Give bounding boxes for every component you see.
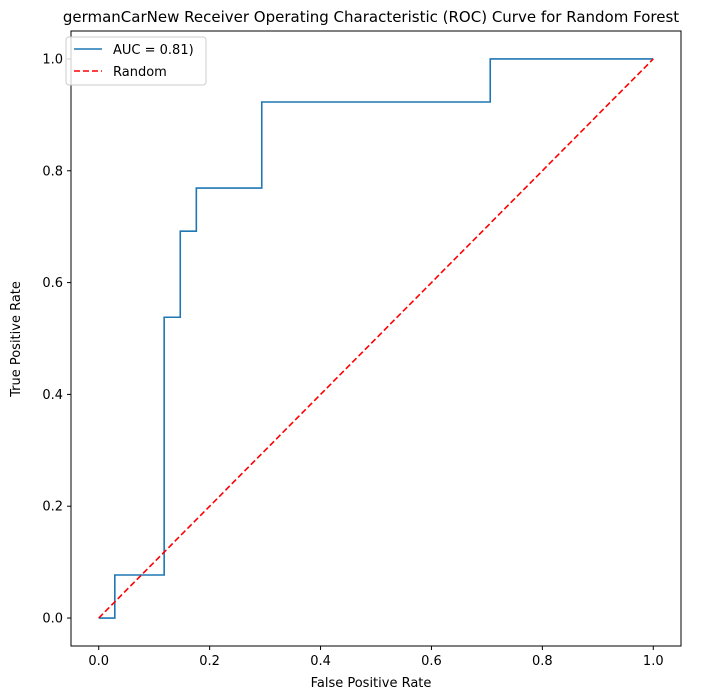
x-tick-label: 1.0: [643, 654, 664, 669]
y-tick-label: 0.8: [42, 164, 63, 179]
roc-curve-line: [98, 58, 654, 619]
x-tick-label: 0.6: [421, 654, 442, 669]
legend: AUC = 0.81) Random: [65, 36, 207, 86]
legend-label-auc: AUC = 0.81): [113, 43, 194, 58]
x-axis-ticks: 0.0 0.2 0.4 0.6 0.8 1.0: [88, 646, 664, 669]
x-tick-label: 0.0: [88, 654, 109, 669]
y-tick-label: 0.4: [42, 388, 63, 403]
y-tick-label: 0.6: [42, 276, 63, 291]
x-tick-label: 0.4: [310, 654, 331, 669]
random-baseline-line: [98, 58, 654, 619]
y-tick-label: 0.2: [42, 500, 63, 515]
plot-frame: [70, 30, 682, 647]
x-tick-label: 0.2: [199, 654, 220, 669]
y-axis-label: True Positive Rate: [9, 281, 24, 398]
x-tick-label: 0.8: [532, 654, 553, 669]
y-tick-label: 1.0: [42, 52, 63, 67]
y-tick-label: 0.0: [42, 612, 63, 627]
x-axis-label: False Positive Rate: [311, 676, 432, 691]
chart-title: germanCarNew Receiver Operating Characte…: [63, 8, 679, 26]
series-layer: [98, 58, 654, 619]
legend-label-random: Random: [113, 65, 167, 80]
y-axis-ticks: 0.0 0.2 0.4 0.6 0.8 1.0: [42, 52, 71, 627]
